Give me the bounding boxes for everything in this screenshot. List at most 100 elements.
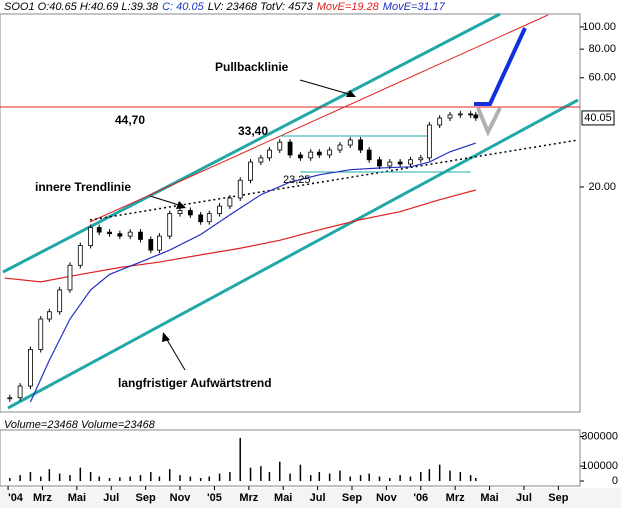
candle-body <box>227 197 233 207</box>
x-tick-label: Nov <box>170 492 192 504</box>
candle-body <box>387 161 393 167</box>
x-tick-label: Mrz <box>446 492 465 504</box>
x-tick-label: Mai <box>480 492 498 504</box>
candle-body <box>148 239 154 251</box>
annotation-arrow <box>299 79 353 96</box>
last-price-label: 40.05 <box>584 112 612 124</box>
candle-body <box>287 141 293 156</box>
candle-body <box>96 227 102 233</box>
x-tick-label: '04 <box>8 492 24 504</box>
annotation-arrow <box>165 337 186 371</box>
x-axis-band <box>0 488 621 508</box>
x-tick-label: Mai <box>68 492 86 504</box>
upper-channel-line <box>2 12 501 274</box>
x-tick-label: Jul <box>103 492 119 504</box>
arrowhead <box>162 332 170 342</box>
candle-body <box>366 149 372 161</box>
x-tick-label: Mai <box>274 492 292 504</box>
candle-body <box>358 139 363 151</box>
candle-body <box>237 179 243 199</box>
candle-body <box>327 149 333 156</box>
moving-average <box>29 142 476 403</box>
candle-body <box>377 159 382 167</box>
annotation-arrow <box>149 195 183 207</box>
y-tick-label: 80.00 <box>588 43 616 55</box>
candle-body <box>67 264 73 291</box>
x-tick-label: Mrz <box>33 492 52 504</box>
header-item: SOO1 O:40.65 H:40.69 L:39.38 <box>4 1 159 13</box>
candle-body <box>308 151 314 159</box>
candle-body <box>447 114 453 119</box>
x-tick-label: Sep <box>136 492 156 504</box>
x-tick-label: Nov <box>376 492 398 504</box>
candle-body <box>38 318 44 350</box>
candle-body <box>258 157 264 163</box>
annotation: langfristiger Aufwärtstrend <box>118 376 272 390</box>
x-tick-label: '06 <box>413 492 428 504</box>
y-tick-label: 20.00 <box>588 181 616 193</box>
y-tick-label: 60.00 <box>588 72 616 84</box>
candle-body <box>57 289 63 313</box>
header-item: LV: 23468 TotV: 4573 <box>208 1 314 13</box>
candle-body <box>28 349 33 387</box>
candle-body <box>177 210 183 215</box>
candle-body <box>298 154 303 159</box>
candle-body <box>468 113 474 116</box>
volume-tick-label: 0 <box>612 475 618 487</box>
candle-body <box>437 117 443 126</box>
candle-body <box>337 144 343 151</box>
last-price-box <box>581 110 615 126</box>
candle-body <box>248 161 253 181</box>
candle-body <box>17 385 23 399</box>
candle-body <box>397 161 403 165</box>
candle-body <box>157 235 162 251</box>
x-tick-label: Mrz <box>239 492 258 504</box>
projection-arrow <box>474 27 527 106</box>
candle-body <box>167 213 173 237</box>
level-label: 33,40 <box>238 124 268 138</box>
header: SOO1 O:40.65 H:40.69 L:39.38 C: 40.05 LV: … <box>4 1 446 13</box>
candle-body <box>117 233 123 237</box>
candle-body <box>88 227 94 246</box>
x-tick-label: Jul <box>516 492 532 504</box>
y-tick-label: 100.00 <box>582 21 616 33</box>
candle-body <box>217 205 222 215</box>
arrowhead <box>176 201 186 209</box>
x-tick-label: Sep <box>342 492 362 504</box>
long-term-trend-line <box>7 98 579 410</box>
candle-body <box>473 114 479 119</box>
moving-average <box>4 189 476 283</box>
candle-body <box>107 231 112 235</box>
pullback-line <box>89 14 549 223</box>
volume-header: Volume=23468 Volume=23468 <box>4 419 156 431</box>
marks <box>0 106 580 481</box>
header-item: MovE=31.17 <box>383 1 446 13</box>
candle-body <box>7 397 13 400</box>
candle-body <box>347 139 353 146</box>
candle-body <box>187 210 193 216</box>
level-label: 44,70 <box>115 113 145 127</box>
candle-body <box>316 151 322 156</box>
arrowhead <box>346 90 356 97</box>
candle-body <box>77 245 83 266</box>
volume-tick-label: 100000 <box>581 460 618 472</box>
x-tick-label: Sep <box>548 492 568 504</box>
candle-body <box>46 311 52 320</box>
candle-body <box>138 231 143 240</box>
volume-tick-label: 300000 <box>581 430 618 442</box>
candle-body <box>418 157 424 161</box>
candle-body <box>457 113 463 116</box>
candle-body <box>206 213 212 223</box>
candle-body <box>127 231 133 237</box>
annotation: innere Trendlinie <box>35 180 131 194</box>
header-item: C: 40.05 <box>162 1 204 13</box>
candle-body <box>267 149 272 159</box>
x-tick-label: Jul <box>310 492 326 504</box>
price-panel <box>0 13 581 413</box>
pullback-mark <box>476 107 502 137</box>
candle-body <box>408 159 413 165</box>
x-tick-label: '05 <box>207 492 222 504</box>
level-label: 23,25 <box>283 174 311 186</box>
annotation: Pullbacklinie <box>215 60 289 74</box>
